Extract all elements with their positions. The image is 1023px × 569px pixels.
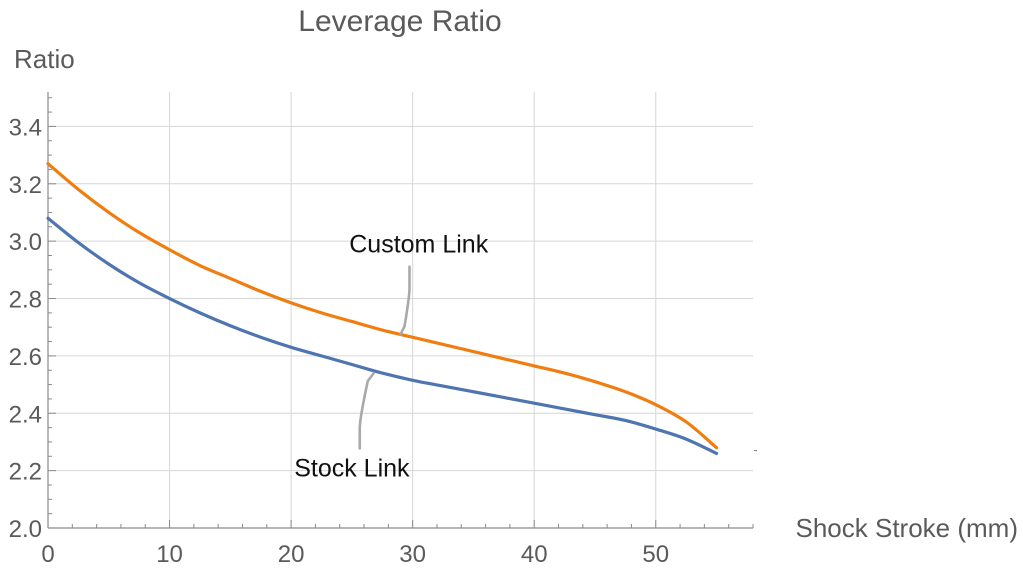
series-line-custom-link — [46, 162, 719, 450]
x-tick-label: 0 — [41, 541, 54, 568]
y-tick-label: 2.0 — [9, 516, 42, 543]
y-tick-label: 3.0 — [9, 229, 42, 256]
y-axis-label: Ratio — [14, 44, 75, 74]
y-tick-label: 2.8 — [9, 287, 42, 314]
series-annotation-custom-link: Custom Link — [349, 231, 488, 259]
x-tick-label: 20 — [278, 541, 305, 568]
series-annotations: Custom Link Stock Link — [294, 231, 488, 483]
chart-title: Leverage Ratio — [298, 5, 501, 38]
series-line-stock-link — [46, 216, 719, 456]
y-tick-label: 3.4 — [9, 114, 42, 141]
x-tick-label: 30 — [399, 541, 426, 568]
x-tick-label: 10 — [156, 541, 183, 568]
x-tick-label: 40 — [521, 541, 548, 568]
series-annotation-stock-link: Stock Link — [294, 454, 410, 482]
y-tick-label: 3.2 — [9, 172, 42, 199]
series-lines — [46, 162, 719, 456]
grid-lines — [48, 92, 753, 528]
x-axis-label: Shock Stroke (mm) — [796, 513, 1019, 543]
annotation-leader-stock-link — [358, 371, 376, 450]
y-tick-label: 2.2 — [9, 459, 42, 486]
y-tick-label: 2.4 — [9, 401, 42, 428]
axes: 0 10 20 30 40 50 2.0 2.2 2.4 2.6 2.8 3.0 3.2 3.4 — [9, 92, 757, 568]
x-tick-label: 50 — [642, 541, 669, 568]
y-tick-label: 2.6 — [9, 344, 42, 371]
annotation-leader-custom-link — [399, 265, 411, 336]
